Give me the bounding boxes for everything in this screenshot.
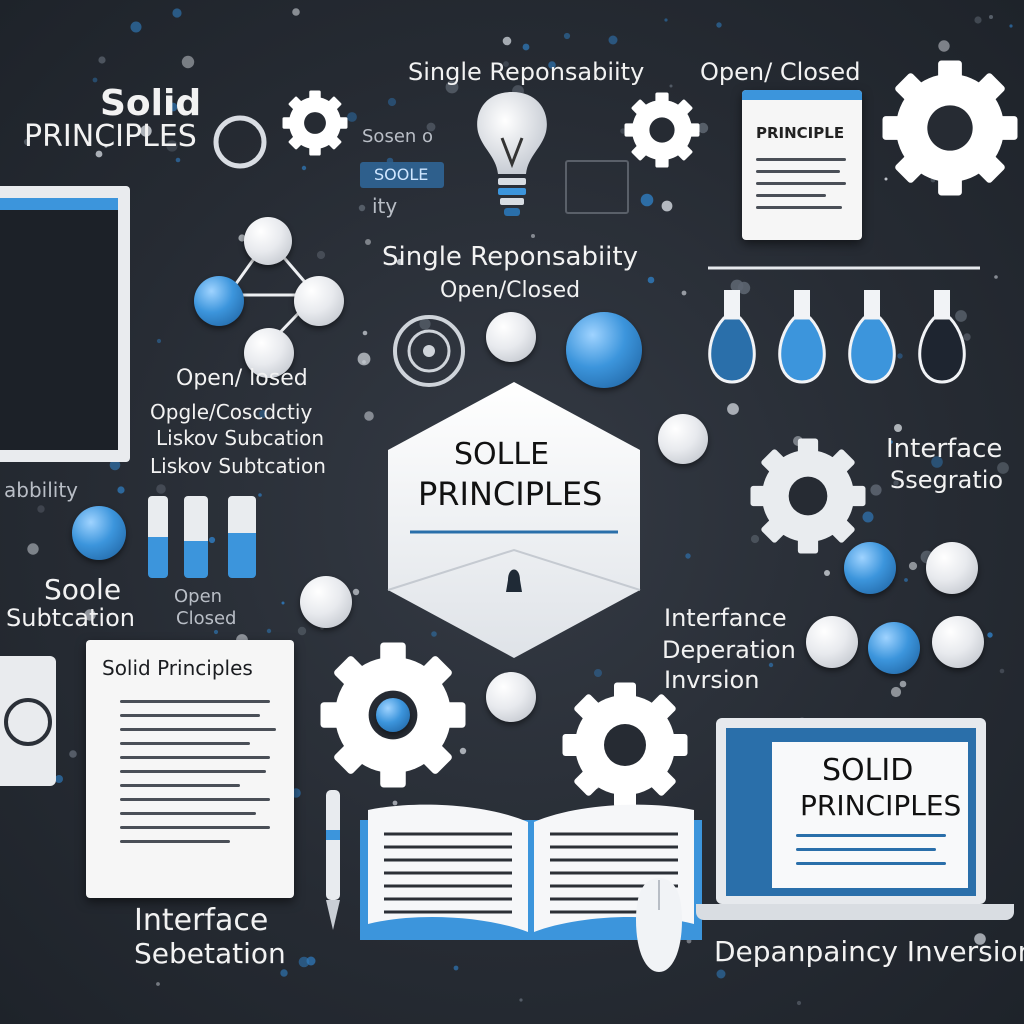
sphere xyxy=(300,576,352,628)
dependency-bottom-label: Depanpaincy Inversion xyxy=(714,935,1024,968)
laptop-principles-label: PRINCIPLES xyxy=(800,789,962,822)
closed-small-label: Closed xyxy=(176,608,237,629)
sphere xyxy=(658,414,708,464)
abbility-label: abbility xyxy=(4,478,78,502)
subtcation-label: Subtcation xyxy=(6,604,135,632)
liskov-label-2: Liskov Subtcation xyxy=(150,454,326,478)
battery-icon xyxy=(148,496,168,578)
sphere xyxy=(486,312,536,362)
sphere xyxy=(926,542,978,594)
invrsion-label: Invrsion xyxy=(664,666,760,694)
opgle-label: Opgle/Coscdctiy xyxy=(150,400,313,424)
center-title-line1: SOLLE xyxy=(454,437,550,472)
solid-title: Solid xyxy=(100,83,202,124)
mouse-icon xyxy=(636,878,682,972)
center-hexagon xyxy=(387,382,641,658)
battery-icon xyxy=(184,496,208,578)
gear-icon xyxy=(882,60,1018,196)
book-icon xyxy=(360,804,702,940)
molecule-node xyxy=(244,328,294,378)
single-responsibility-top-label: Single Reponsabiity xyxy=(408,58,645,86)
small-monitor xyxy=(0,656,56,786)
molecule-node xyxy=(244,217,292,265)
code-monitor xyxy=(0,186,130,462)
center-title-line2: PRINCIPLES xyxy=(418,475,603,513)
soseno-label: Sosen o xyxy=(362,126,434,147)
flask-row xyxy=(708,266,980,384)
gear-icon xyxy=(624,92,700,168)
lightbulb-icon xyxy=(477,92,547,216)
principles-title: PRINCIPLES xyxy=(24,119,197,154)
ring-icon xyxy=(213,115,267,169)
ssegatio-label: Ssegratio xyxy=(890,466,1004,494)
sphere xyxy=(72,506,126,560)
sphere xyxy=(806,616,858,668)
sphere xyxy=(844,542,896,594)
sebetation-label: Sebetation xyxy=(134,937,286,970)
deperation-label: Deperation xyxy=(662,636,796,664)
liskov-label-1: Liskov Subcation xyxy=(156,426,325,450)
open-closed-top-label: Open/ Closed xyxy=(700,58,861,86)
principle-card-label: PRINCIPLE xyxy=(756,124,845,142)
laptop-base xyxy=(696,904,1014,920)
solid-principles-document-title: Solid Principles xyxy=(102,656,253,680)
molecule-node xyxy=(294,276,344,326)
soole-badge-label: SOOLE xyxy=(374,165,429,184)
gear-icon xyxy=(282,90,348,156)
document-block xyxy=(565,160,629,214)
soole-left-label: Soole xyxy=(44,573,122,606)
open-closed-left-label: Open/ losed xyxy=(176,366,308,391)
target-icon xyxy=(393,315,465,387)
single-responsibility-mid-label: Single Reponsabiity xyxy=(382,242,638,272)
principle-card: PRINCIPLE xyxy=(742,90,862,240)
molecule-node xyxy=(194,276,244,326)
soole-badge: SOOLE xyxy=(360,162,444,188)
laptop-solid-label: SOLID xyxy=(822,753,914,788)
battery-icon xyxy=(228,496,256,578)
sphere xyxy=(566,312,642,388)
gear-icon xyxy=(750,438,866,554)
interface-mid-label: Interfance xyxy=(664,604,787,632)
pen-icon xyxy=(326,790,340,930)
open-small-label: Open xyxy=(174,586,223,607)
gear-center xyxy=(376,698,410,732)
ity-label: ity xyxy=(372,194,398,218)
open-closed-mid-label: Open/Closed xyxy=(440,278,581,303)
sphere xyxy=(868,622,920,674)
solid-principles-document: Solid Principles xyxy=(86,640,294,898)
interface-bottom-label: Interface xyxy=(134,903,269,938)
sphere xyxy=(932,616,984,668)
sphere xyxy=(486,672,536,722)
code-screen xyxy=(0,198,118,450)
interface-right-label: Interface xyxy=(886,434,1003,464)
gear-icon xyxy=(562,682,688,808)
